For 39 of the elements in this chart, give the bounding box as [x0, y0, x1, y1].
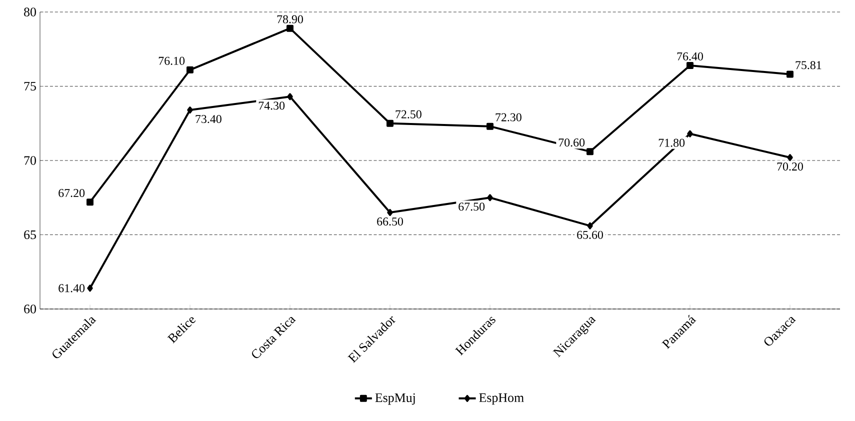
point — [486, 122, 494, 130]
y-tick-label: 80 — [24, 8, 36, 16]
point — [87, 284, 93, 292]
data-label: 61.40 — [58, 284, 85, 292]
point — [687, 130, 693, 138]
point — [487, 194, 493, 202]
point — [787, 154, 793, 162]
point — [387, 208, 393, 216]
data-label: 67.50 — [458, 202, 485, 211]
point — [786, 70, 794, 78]
data-label: 76.10 — [158, 56, 185, 65]
data-label: 72.50 — [396, 110, 422, 118]
data-label: 76.40 — [677, 52, 703, 60]
point — [286, 24, 294, 32]
data-label: 66.50 — [377, 217, 403, 226]
point — [586, 148, 594, 156]
data-label: 73.40 — [196, 114, 222, 124]
data-label: 75.81 — [796, 61, 822, 70]
data-label: 65.60 — [577, 230, 603, 239]
legend-label: EspHom — [479, 393, 524, 405]
y-tick-label: 75 — [24, 82, 36, 91]
point — [386, 120, 394, 127]
point — [86, 198, 94, 206]
point — [686, 62, 694, 69]
y-tick-label: 65 — [24, 230, 36, 240]
data-label: 67.20 — [58, 188, 85, 198]
data-label: 71.80 — [658, 138, 685, 147]
data-label: 78.90 — [277, 15, 303, 24]
point — [187, 106, 193, 114]
point — [587, 222, 593, 230]
point — [186, 66, 194, 74]
data-label: 70.60 — [558, 138, 585, 147]
y-tick-label: 60 — [24, 304, 36, 314]
data-label: 74.30 — [258, 102, 285, 110]
data-label: 72.30 — [496, 113, 522, 122]
data-label: 70.20 — [777, 162, 803, 171]
point — [287, 93, 293, 100]
y-tick-label: 70 — [24, 156, 36, 165]
legend-label: EspMuj — [375, 393, 415, 405]
